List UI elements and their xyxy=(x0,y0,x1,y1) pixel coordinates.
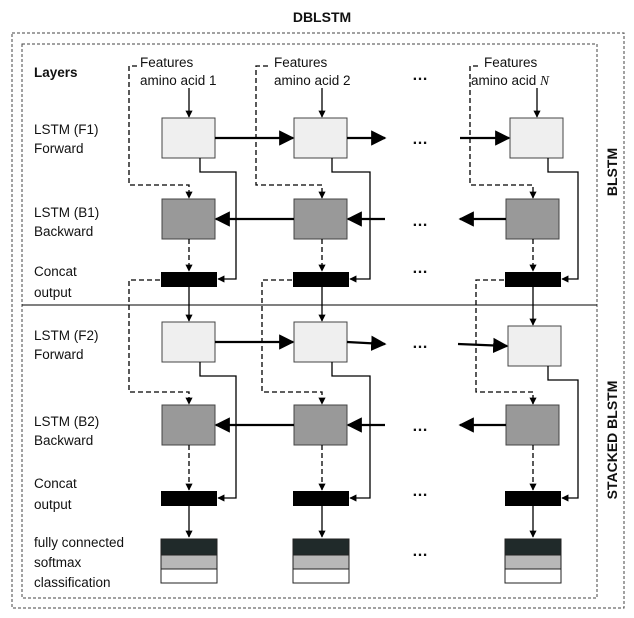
svg-text:Backward: Backward xyxy=(34,224,93,239)
row-label-c2: Concat output xyxy=(34,476,77,512)
row-label-f1: LSTM (F1) Forward xyxy=(34,122,99,156)
svg-text:…: … xyxy=(412,543,428,560)
svg-text:…: … xyxy=(412,418,428,435)
side-label-stacked-blstm: STACKED BLSTM xyxy=(604,381,620,500)
row-label-b2: LSTM (B2) Backward xyxy=(34,414,99,448)
svg-text:output: output xyxy=(34,285,72,300)
row-label-f2: LSTM (F2) Forward xyxy=(34,328,99,362)
outer-frame xyxy=(11,32,625,609)
concat1-box-2 xyxy=(293,272,349,287)
svg-text:LSTM (F2): LSTM (F2) xyxy=(34,328,99,343)
fc-softmax-stack-1 xyxy=(160,538,218,584)
svg-text:LSTM (B2): LSTM (B2) xyxy=(34,414,99,429)
lstm-f2-box-n xyxy=(507,325,562,367)
svg-text:…: … xyxy=(412,260,428,277)
fc-softmax-stack-2 xyxy=(292,538,350,584)
diagram-title: DBLSTM xyxy=(293,9,351,25)
concat2-box-2 xyxy=(293,491,349,506)
ellipsis-column: … … … … … … … … xyxy=(412,67,428,560)
side-label-blstm: BLSTM xyxy=(604,148,620,196)
feature-label-n: Features amino acid N xyxy=(471,55,550,88)
lstm-b2-box-1 xyxy=(161,404,216,446)
row-label-b1: LSTM (B1) Backward xyxy=(34,205,99,239)
svg-text:Features: Features xyxy=(484,55,538,70)
svg-text:softmax: softmax xyxy=(34,555,82,570)
svg-text:…: … xyxy=(412,67,428,84)
lstm-b2-box-2 xyxy=(293,404,348,446)
layers-header: Layers xyxy=(34,65,78,80)
svg-text:…: … xyxy=(412,131,428,148)
svg-text:LSTM (B1): LSTM (B1) xyxy=(34,205,99,220)
svg-text:Forward: Forward xyxy=(34,141,84,156)
lstm-f1-box-n xyxy=(509,117,564,159)
svg-text:Features: Features xyxy=(274,55,328,70)
lstm-f2-box-1 xyxy=(161,321,216,363)
lstm-f1-box-2 xyxy=(293,117,348,159)
lstm-b2-box-n xyxy=(505,404,560,446)
lstm-b1-box-2 xyxy=(293,198,348,240)
lstm-b1-box-n xyxy=(505,198,560,240)
svg-text:amino acid 2: amino acid 2 xyxy=(274,73,351,88)
svg-text:classification: classification xyxy=(34,575,111,590)
svg-text:amino acid 1: amino acid 1 xyxy=(140,73,217,88)
inner-frame xyxy=(21,43,598,599)
concat1-box-n xyxy=(505,272,561,287)
feature-label-1: Features amino acid 1 xyxy=(140,55,217,88)
svg-text:Concat: Concat xyxy=(34,264,77,279)
lstm-f2-box-2 xyxy=(293,321,348,363)
fc-softmax-stack-n xyxy=(504,538,562,584)
svg-text:Features: Features xyxy=(140,55,194,70)
svg-text:…: … xyxy=(412,213,428,230)
svg-text:fully connected: fully connected xyxy=(34,535,124,550)
svg-text:amino acid N: amino acid N xyxy=(471,73,550,88)
feature-label-2: Features amino acid 2 xyxy=(274,55,351,88)
svg-text:…: … xyxy=(412,483,428,500)
concat1-box-1 xyxy=(161,272,217,287)
concat2-box-n xyxy=(505,491,561,506)
row-label-fc: fully connected softmax classification xyxy=(34,535,124,590)
svg-text:…: … xyxy=(412,335,428,352)
svg-text:LSTM (F1): LSTM (F1) xyxy=(34,122,99,137)
concat2-box-1 xyxy=(161,491,217,506)
row-label-c1: Concat output xyxy=(34,264,77,300)
svg-text:Concat: Concat xyxy=(34,476,77,491)
svg-text:Backward: Backward xyxy=(34,433,93,448)
svg-text:output: output xyxy=(34,497,72,512)
lstm-f1-box-1 xyxy=(161,117,216,159)
lstm-b1-box-1 xyxy=(161,198,216,240)
svg-text:Forward: Forward xyxy=(34,347,84,362)
